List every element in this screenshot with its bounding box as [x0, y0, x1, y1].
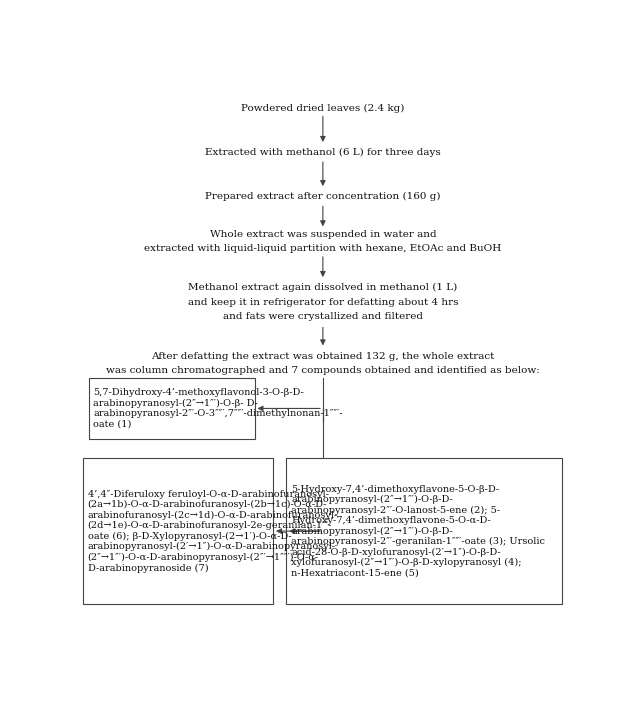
Text: Methanol extract again dissolved in methanol (1 L): Methanol extract again dissolved in meth…	[188, 283, 457, 291]
Text: Powdered dried leaves (2.4 kg): Powdered dried leaves (2.4 kg)	[241, 103, 404, 112]
Text: and keep it in refrigerator for defatting about 4 hrs: and keep it in refrigerator for defattin…	[188, 298, 458, 306]
Text: 5-Hydroxy-7,4’-dimethoxyflavone-5-O-β-D-
arabinopyranosyl-(2″→1″′)-O-β-D-
arabin: 5-Hydroxy-7,4’-dimethoxyflavone-5-O-β-D-…	[291, 485, 545, 578]
Text: Prepared extract after concentration (160 g): Prepared extract after concentration (16…	[205, 192, 440, 200]
Text: and fats were crystallized and filtered: and fats were crystallized and filtered	[223, 312, 423, 321]
Text: Extracted with methanol (6 L) for three days: Extracted with methanol (6 L) for three …	[205, 147, 441, 157]
Text: Whole extract was suspended in water and: Whole extract was suspended in water and	[210, 231, 436, 239]
Text: extracted with liquid-liquid partition with hexane, EtOAc and BuOH: extracted with liquid-liquid partition w…	[144, 244, 501, 253]
FancyBboxPatch shape	[88, 378, 255, 439]
Text: 5,7-Dihydroxy-4’-methoxyflavonol-3-O-β-D-
arabinopyranosyl-(2″→1″′)-O-β- D-
arab: 5,7-Dihydroxy-4’-methoxyflavonol-3-O-β-D…	[93, 388, 343, 429]
Text: was column chromatographed and 7 compounds obtained and identified as below:: was column chromatographed and 7 compoun…	[106, 367, 540, 375]
Text: 4’,4″-Diferuloxy feruloyl-O-α-D-arabinofuranosyl-
(2a→1b)-O-α-D-arabinofuranosyl: 4’,4″-Diferuloxy feruloyl-O-α-D-arabinof…	[88, 490, 338, 573]
Text: After defatting the extract was obtained 132 g, the whole extract: After defatting the extract was obtained…	[151, 352, 495, 361]
FancyBboxPatch shape	[286, 458, 562, 604]
FancyBboxPatch shape	[83, 458, 273, 604]
